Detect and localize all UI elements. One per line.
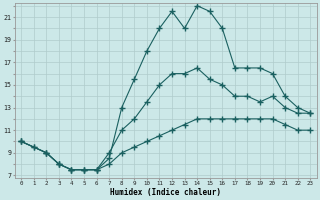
X-axis label: Humidex (Indice chaleur): Humidex (Indice chaleur) <box>110 188 221 197</box>
